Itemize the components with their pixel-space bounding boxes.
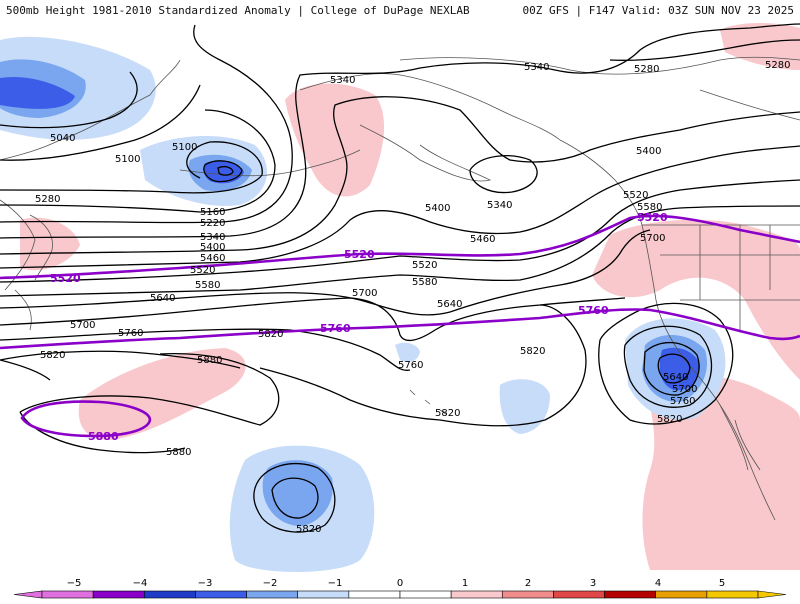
colorbar-segment — [349, 591, 400, 598]
colorbar-segments — [14, 591, 786, 598]
label-5280-a: 5280 — [35, 194, 60, 205]
label-5520-a: 5520 — [412, 260, 437, 271]
pos-anomaly-gulf — [285, 84, 384, 197]
colorbar-arrow-left — [14, 591, 42, 598]
label-5460-a: 5460 — [470, 234, 495, 245]
colorbar-segment — [42, 591, 93, 598]
label-5640-c: 5640 — [663, 372, 688, 383]
label-5760-a: 5760 — [118, 328, 143, 339]
colorbar-segment — [144, 591, 195, 598]
label-5340-b: 5340 — [524, 62, 549, 73]
label-5040: 5040 — [50, 133, 75, 144]
label-5760-c: 5760 — [670, 396, 695, 407]
label-5220: 5220 — [200, 218, 225, 229]
cb-tick-m5: −5 — [67, 578, 82, 589]
colorbar-ticks: −5 −4 −3 −2 −1 0 1 2 3 4 5 — [67, 578, 726, 589]
label-5280-b: 5280 — [634, 64, 659, 75]
cb-tick-m2: −2 — [263, 578, 278, 589]
colorbar-segment — [707, 591, 758, 598]
label-5400-c: 5400 — [200, 242, 225, 253]
height-anomaly-map: 5040 5100 5100 5160 5220 5280 5280 5280 … — [0, 22, 800, 576]
colorbar-segment — [553, 591, 604, 598]
label-5820-c: 5820 — [520, 346, 545, 357]
hl-label-5760-b: 5760 — [578, 304, 609, 317]
label-5280-c: 5280 — [765, 60, 790, 71]
label-5820-b: 5820 — [40, 350, 65, 361]
colorbar-segment — [605, 591, 656, 598]
map-header: 500mb Height 1981-2010 Standardized Anom… — [0, 0, 800, 22]
label-5100-b: 5100 — [172, 142, 197, 153]
coast-canada — [400, 57, 800, 225]
label-5100-a: 5100 — [115, 154, 140, 165]
cb-tick-p4: 4 — [655, 578, 661, 589]
label-5640-b: 5640 — [437, 299, 462, 310]
label-5580-a: 5580 — [412, 277, 437, 288]
label-5880: 5880 — [197, 355, 222, 366]
label-5520-c: 5520 — [190, 265, 215, 276]
colorbar-svg: −5 −4 −3 −2 −1 0 1 2 3 4 5 — [0, 576, 800, 600]
label-5400-b: 5400 — [636, 146, 661, 157]
label-5520-b: 5520 — [623, 190, 648, 201]
label-5820-f: 5820 — [296, 524, 321, 535]
cb-tick-p1: 1 — [462, 578, 468, 589]
label-5340-a: 5340 — [330, 75, 355, 86]
anomaly-shading — [0, 23, 800, 572]
hl-label-5520-b: 5520 — [344, 248, 375, 261]
label-5340-c: 5340 — [487, 200, 512, 211]
label-5400-a: 5400 — [425, 203, 450, 214]
colorbar-segment — [656, 591, 707, 598]
cb-tick-m4: −4 — [133, 578, 148, 589]
label-5880-b: 5880 — [166, 447, 191, 458]
hl-label-5880: 5880 — [88, 430, 119, 443]
hl-label-5760-a: 5760 — [320, 322, 351, 335]
label-5820-a: 5820 — [258, 329, 283, 340]
label-5700-b: 5700 — [352, 288, 377, 299]
label-5460-b: 5460 — [200, 253, 225, 264]
colorbar-segment — [400, 591, 451, 598]
colorbar-segment — [93, 591, 144, 598]
label-5640-a: 5640 — [150, 293, 175, 304]
run-valid-time: 00Z GFS | F147 Valid: 03Z SUN NOV 23 202… — [522, 4, 794, 17]
hl-label-5520-c: 5520 — [637, 211, 668, 224]
colorbar-segment — [247, 591, 298, 598]
colorbar-segment — [502, 591, 553, 598]
colorbar-segment — [451, 591, 502, 598]
cb-tick-0: 0 — [397, 578, 403, 589]
map-title: 500mb Height 1981-2010 Standardized Anom… — [6, 4, 470, 17]
hl-label-5520-a: 5520 — [50, 272, 81, 285]
label-5160: 5160 — [200, 207, 225, 218]
cb-tick-p2: 2 — [525, 578, 531, 589]
label-5760-b: 5760 — [398, 360, 423, 371]
label-5700-c: 5700 — [640, 233, 665, 244]
colorbar-arrow-right — [758, 591, 786, 598]
label-5700-d: 5700 — [672, 384, 697, 395]
cb-tick-m3: −3 — [198, 578, 213, 589]
colorbar-segment — [195, 591, 246, 598]
anomaly-colorbar: −5 −4 −3 −2 −1 0 1 2 3 4 5 — [0, 576, 800, 600]
pos-anomaly-japan — [20, 218, 80, 271]
cb-tick-p3: 3 — [590, 578, 596, 589]
label-5700-a: 5700 — [70, 320, 95, 331]
map-area: 5040 5100 5100 5160 5220 5280 5280 5280 … — [0, 22, 800, 576]
label-5820-d: 5820 — [435, 408, 460, 419]
label-5820-e: 5820 — [657, 414, 682, 425]
cb-tick-p5: 5 — [719, 578, 725, 589]
label-5580-c: 5580 — [195, 280, 220, 291]
colorbar-segment — [298, 591, 349, 598]
cb-tick-m1: −1 — [328, 578, 343, 589]
